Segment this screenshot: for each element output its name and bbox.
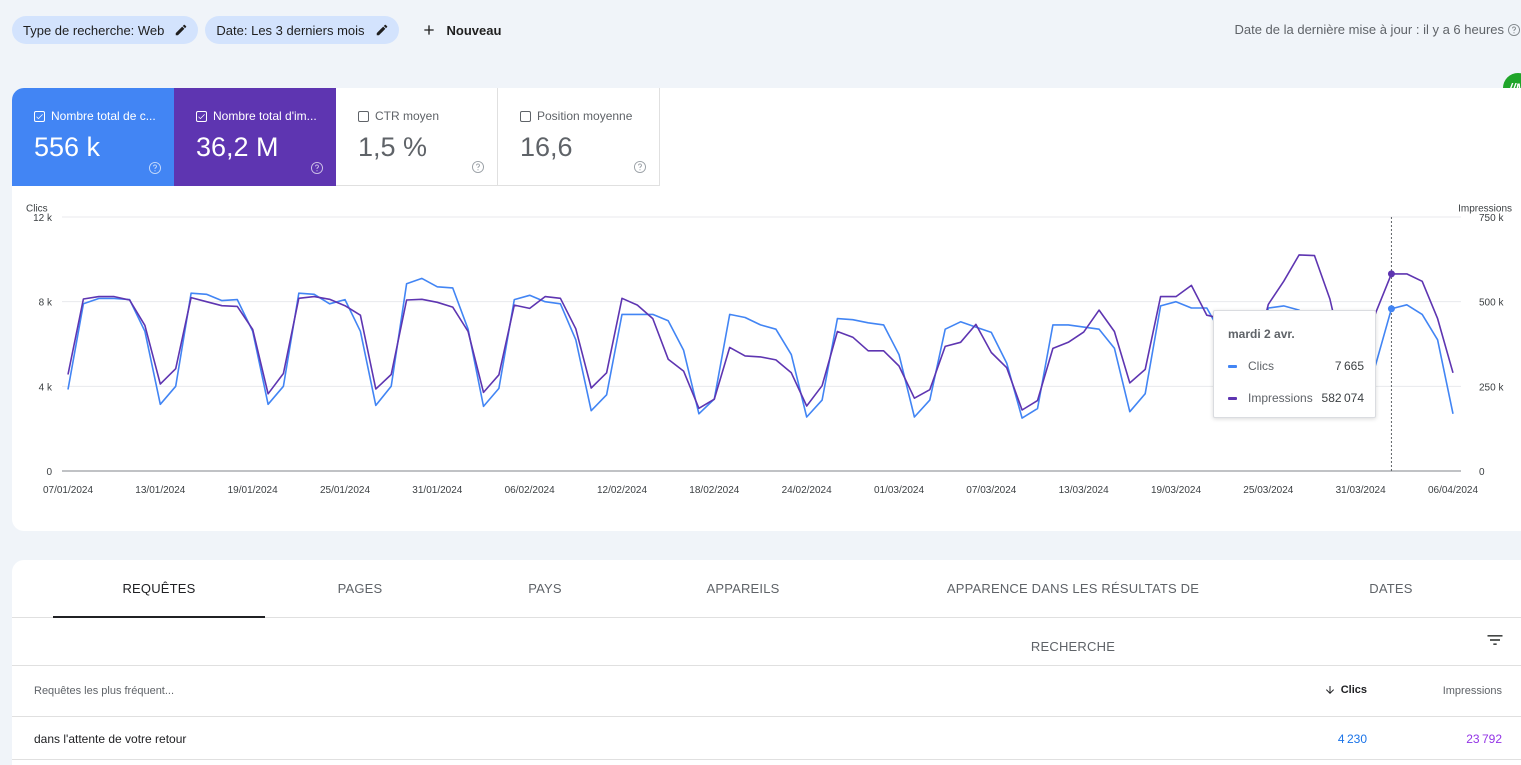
tab-dates[interactable]: DATES [1369,581,1413,596]
metric-value: 1,5 % [358,132,428,162]
date-filter-label: Date: Les 3 derniers mois [216,22,365,38]
metric-label: Position moyenne [537,109,633,123]
x-tick-label: 12/02/2024 [597,485,647,496]
help-icon[interactable] [310,161,324,175]
query-cell: dans l'attente de votre retour [34,732,187,746]
tab-pages[interactable]: PAGES [337,581,383,596]
performance-card: Nombre total de c... 556 k Nombre total … [12,88,1521,531]
plus-icon [423,25,434,35]
active-tab-indicator [53,616,265,618]
metric-label-row: CTR moyen [358,109,490,123]
table-header: Requêtes les plus fréquent... Clics Impr… [12,666,1521,717]
tab-search-appearance[interactable]: APPARENCE DANS LES RÉSULTATS DE RECHERCH… [946,581,1200,654]
left-tick-label: 0 [46,467,52,478]
date-filter-chip[interactable]: Date: Les 3 derniers mois [205,16,399,44]
help-icon[interactable] [1507,23,1521,37]
filter-icon[interactable] [1485,630,1505,650]
metric-label-row: Nombre total de c... [34,109,166,123]
tooltip-row-clicks: Clics 7 665 [1228,359,1364,373]
new-filter-button[interactable]: Nouveau [409,16,514,44]
metric-label: CTR moyen [375,109,440,123]
table-filter-row [12,618,1521,666]
metric-value: 36,2 M [196,132,279,162]
tooltip-date: mardi 2 avr. [1228,327,1295,341]
metric-value: 16,6 [520,132,573,162]
x-tick-label: 24/02/2024 [782,485,832,496]
arrow-down-icon [1325,686,1334,694]
tooltip-series-value: 582 074 [1321,391,1364,405]
column-header-query[interactable]: Requêtes les plus fréquent... [34,685,175,697]
dimension-tabs: REQUÊTES PAGES PAYS APPAREILS APPARENCE … [12,560,1521,654]
right-tick-label: 0 [1479,467,1485,478]
tab-devices[interactable]: APPAREILS [706,581,780,596]
tooltip-series-name: Clics [1248,359,1274,373]
clicks-hover-point [1387,305,1395,313]
x-tick-label: 01/03/2024 [874,485,924,496]
chart-tooltip: mardi 2 avr. Clics 7 665 Impressions 582… [1213,310,1376,418]
checkbox-unchecked-icon[interactable] [358,110,369,122]
x-tick-label: 19/01/2024 [228,485,278,496]
filter-bar: Type de recherche: Web Date: Les 3 derni… [12,16,513,44]
metric-label-row: Nombre total d'im... [196,109,328,123]
x-tick-label: 07/01/2024 [43,485,93,496]
help-icon[interactable] [633,160,647,174]
tooltip-series-name: Impressions [1248,391,1313,405]
legend-swatch-impressions [1228,396,1237,400]
left-axis-title: Clics [26,203,48,214]
checkbox-unchecked-icon[interactable] [520,110,531,122]
x-tick-label: 13/01/2024 [135,485,185,496]
right-tick-label: 500 k [1479,298,1504,309]
help-icon[interactable] [148,161,162,175]
metric-tiles: Nombre total de c... 556 k Nombre total … [12,88,660,186]
x-tick-label: 06/02/2024 [505,485,555,496]
metric-average-position[interactable]: Position moyenne 16,6 [498,88,660,186]
impressions-cell: 23 792 [1466,732,1502,746]
search-type-filter-label: Type de recherche: Web [23,22,165,38]
right-tick-label: 750 k [1479,213,1504,224]
x-tick-label: 07/03/2024 [966,485,1016,496]
legend-swatch-clicks [1228,364,1237,368]
left-tick-label: 4 k [39,382,53,393]
x-tick-label: 19/03/2024 [1151,485,1201,496]
left-tick-label: 8 k [39,298,53,309]
impressions-hover-point [1387,270,1395,278]
edit-icon [376,24,387,36]
edit-icon [176,24,187,36]
metric-total-impressions[interactable]: Nombre total d'im... 36,2 M [174,88,336,186]
metric-label: Nombre total d'im... [213,109,317,123]
x-tick-label: 18/02/2024 [689,485,739,496]
x-tick-label: 31/03/2024 [1336,485,1386,496]
last-update-info: Date de la dernière mise à jour : il y a… [1234,22,1521,37]
right-tick-label: 250 k [1479,382,1504,393]
column-header-clicks-label: Clics [1340,684,1367,696]
x-tick-label: 06/04/2024 [1428,485,1478,496]
left-tick-label: 12 k [33,213,53,224]
clicks-cell: 4 230 [1337,732,1367,746]
x-tick-label: 25/03/2024 [1243,485,1293,496]
column-header-impressions[interactable]: Impressions [1442,685,1502,697]
metric-average-ctr[interactable]: CTR moyen 1,5 % [336,88,498,186]
tab-queries[interactable]: REQUÊTES [122,581,196,596]
right-axis-title: Impressions [1458,203,1512,214]
new-filter-label: Nouveau [446,22,502,38]
dimension-table-card: REQUÊTES PAGES PAYS APPAREILS APPARENCE … [12,560,1521,765]
tooltip-row-impressions: Impressions 582 074 [1228,391,1364,405]
metric-value: 556 k [34,132,101,162]
metric-label: Nombre total de c... [51,109,156,123]
help-icon[interactable] [471,160,485,174]
metric-label-row: Position moyenne [520,109,652,123]
column-header-clicks[interactable]: Clics [1324,684,1367,696]
last-update-text: Date de la dernière mise à jour : il y a… [1234,22,1504,37]
tab-countries[interactable]: PAYS [528,581,562,596]
x-tick-label: 25/01/2024 [320,485,370,496]
tooltip-series-value: 7 665 [1334,359,1364,373]
performance-chart[interactable]: Clics Impressions 0 0 4 k 250 k 8 k 500 k 12 k 75… [12,200,1521,520]
table-row[interactable]: dans l'attente de votre retour 4 230 23 … [12,717,1521,760]
checkbox-checked-icon[interactable] [34,110,45,122]
x-tick-label: 31/01/2024 [412,485,462,496]
search-type-filter-chip[interactable]: Type de recherche: Web [12,16,199,44]
x-tick-label: 13/03/2024 [1059,485,1109,496]
metric-total-clicks[interactable]: Nombre total de c... 556 k [12,88,174,186]
checkbox-checked-icon[interactable] [196,110,207,122]
